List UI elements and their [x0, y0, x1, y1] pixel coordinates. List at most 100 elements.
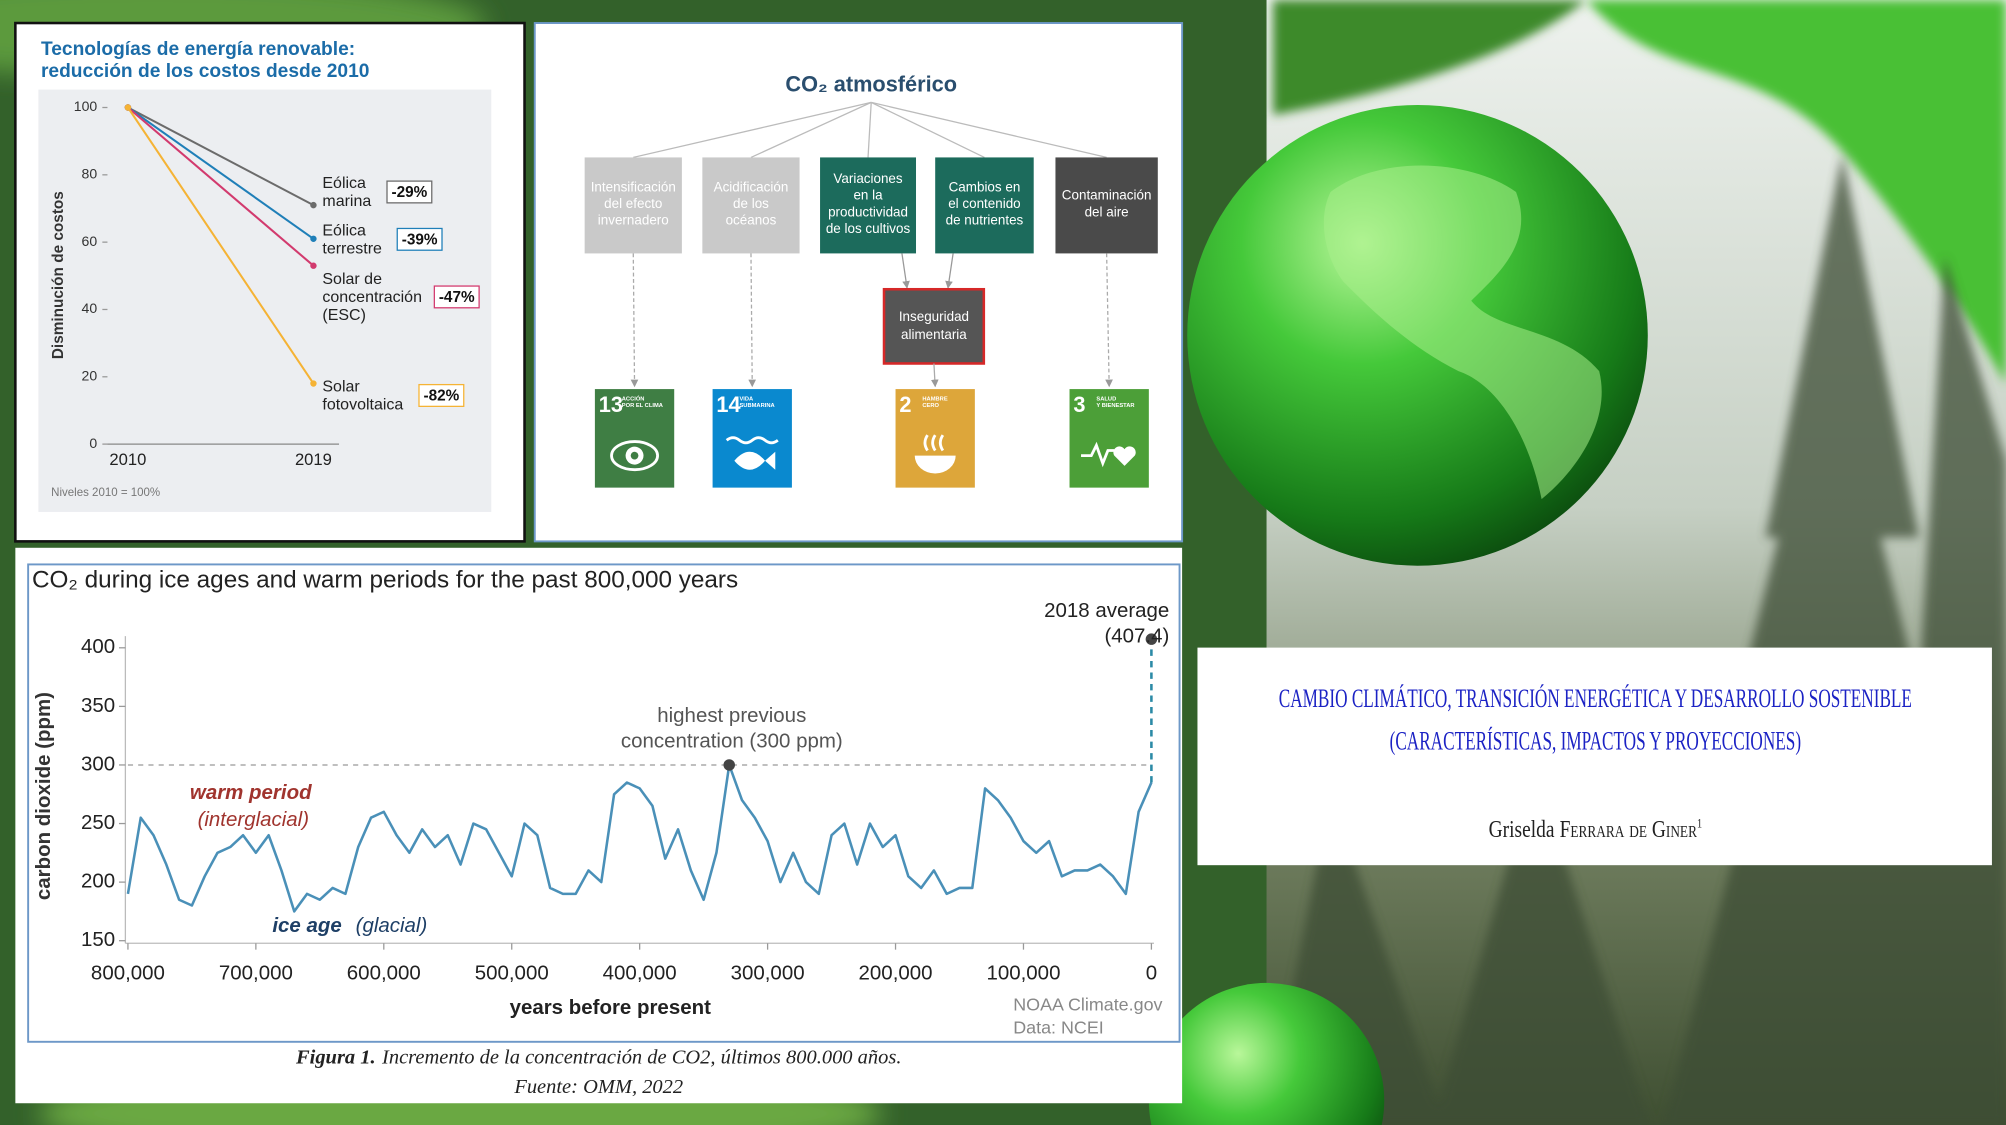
- cause-box: [702, 157, 800, 254]
- connector: [750, 101, 872, 159]
- arrow: [945, 253, 954, 289]
- y-tick-label: 200: [81, 870, 115, 893]
- x-tick-label: 800,000: [91, 961, 165, 984]
- middle-box: [882, 287, 986, 365]
- glyph: [725, 436, 779, 445]
- y-tick-label: 350: [81, 694, 115, 717]
- author-surname: Ferrara de Giner: [1558, 816, 1697, 844]
- x-tick-label: 600,000: [347, 961, 421, 984]
- period-label: (interglacial): [198, 808, 309, 831]
- goal-icon: [1069, 389, 1149, 488]
- cause-box: [584, 157, 682, 254]
- period-label: (glacial): [356, 914, 428, 937]
- glyph: [1081, 441, 1115, 468]
- series-point: [310, 380, 317, 387]
- series-point: [310, 235, 317, 242]
- series-line: [127, 106, 315, 240]
- y-tick-label: 400: [81, 635, 115, 658]
- series-line: [127, 106, 314, 207]
- change-label: -39%: [396, 227, 443, 251]
- document-title: (CARACTERÍSTICAS, IMPACTOS Y PROYECCIONE…: [1388, 725, 1801, 756]
- change-label: -29%: [386, 180, 433, 204]
- x-axis-label: years before present: [510, 996, 712, 1019]
- y-axis-label: carbon dioxide (ppm): [32, 692, 55, 900]
- arrow: [630, 253, 639, 388]
- document-title: CAMBIO CLIMÁTICO, TRANSICIÓN ENERGÉTICA …: [1278, 682, 1912, 714]
- x-tick-label: 100,000: [986, 961, 1060, 984]
- glyph: [923, 434, 945, 452]
- annotation-point: [1145, 633, 1158, 645]
- diagram-title: CO₂ atmosférico: [785, 71, 957, 96]
- goal-label: HAMBRE CERO: [922, 395, 948, 409]
- arrow: [748, 253, 757, 388]
- y-axis-label: Disminución de costos: [50, 191, 67, 359]
- author-given: Griselda: [1487, 816, 1554, 844]
- connector: [633, 101, 872, 159]
- goal-icon: [594, 389, 675, 488]
- cause-text: Cambios en el contenido de nutrientes: [945, 179, 1024, 229]
- annotation: highest previous concentration (300 ppm): [620, 704, 843, 753]
- goal-number: 2: [899, 392, 912, 418]
- series-point: [124, 104, 132, 111]
- glyph: [610, 440, 659, 472]
- y-tick-label: 40: [82, 300, 98, 316]
- y-tick-label: 60: [82, 233, 98, 249]
- change-label: -47%: [433, 285, 480, 309]
- y-tick-label: 100: [74, 98, 98, 114]
- connector: [871, 101, 1107, 159]
- panels: [14, 21, 1992, 1104]
- caption-label: Figura 1.: [295, 1046, 376, 1069]
- series-point: [310, 201, 317, 209]
- credit: NOAA Climate.gov: [1013, 995, 1162, 1015]
- globe-land: [1323, 165, 1602, 500]
- legend-label: Solar de concentración (ESC): [322, 270, 422, 324]
- glyph: [914, 455, 956, 474]
- x-tick-label: 700,000: [219, 961, 293, 984]
- legend-label: Eólica marina: [322, 174, 372, 210]
- goal-label: VIDA SUBMARINA: [739, 395, 775, 409]
- goal-icon: [712, 389, 792, 488]
- author: Griselda Ferrara de Giner1: [1488, 817, 1701, 845]
- y-tick-label: 0: [89, 435, 97, 451]
- cause-box: [820, 157, 917, 254]
- glyph: [630, 451, 639, 460]
- annotation: 2018 average (407.4): [1044, 600, 1170, 649]
- author-note: 1: [1696, 817, 1702, 832]
- globe: [1148, 982, 1385, 1125]
- cause-box: [1055, 157, 1158, 254]
- cause-text: Contaminación del aire: [1061, 188, 1152, 221]
- goal-number: 3: [1073, 392, 1086, 418]
- y-tick-label: 80: [82, 166, 98, 182]
- cause-text: Variaciones en la productividad de los c…: [825, 171, 911, 237]
- credit: Data: NCEI: [1013, 1018, 1104, 1038]
- connector: [870, 101, 985, 158]
- glyph: [1113, 446, 1136, 466]
- figure-caption: Figura 1. Incremento de la concentración …: [15, 1047, 1182, 1070]
- cause-text: Intensificación del efecto invernadero: [590, 179, 676, 229]
- arrow: [1105, 253, 1113, 388]
- series-line: [126, 763, 1153, 913]
- y-tick-label: 20: [82, 368, 98, 384]
- y-tick-label: 250: [81, 811, 115, 834]
- change-label: -82%: [418, 383, 465, 407]
- chart-title: CO₂ during ice ages and warm periods for…: [32, 566, 738, 593]
- chart-frame: [27, 563, 1181, 1043]
- goal-label: ACCIÓN POR EL CLIMA: [621, 395, 663, 409]
- legend-label: Solar fotovoltaica: [322, 377, 404, 414]
- legend-label: Eólica terrestre: [322, 221, 382, 258]
- middle-text: Inseguridad alimentaria: [898, 309, 970, 344]
- series-point: [310, 262, 317, 269]
- goal-label: SALUD Y BIENESTAR: [1096, 395, 1135, 409]
- x-tick-label: 300,000: [731, 961, 805, 984]
- goal-number: 14: [716, 392, 741, 418]
- x-tick-label: 500,000: [475, 961, 549, 984]
- x-tick-label: 400,000: [603, 961, 677, 984]
- connector: [867, 102, 872, 158]
- plot-area: [38, 89, 492, 512]
- y-tick-label: 150: [81, 928, 115, 951]
